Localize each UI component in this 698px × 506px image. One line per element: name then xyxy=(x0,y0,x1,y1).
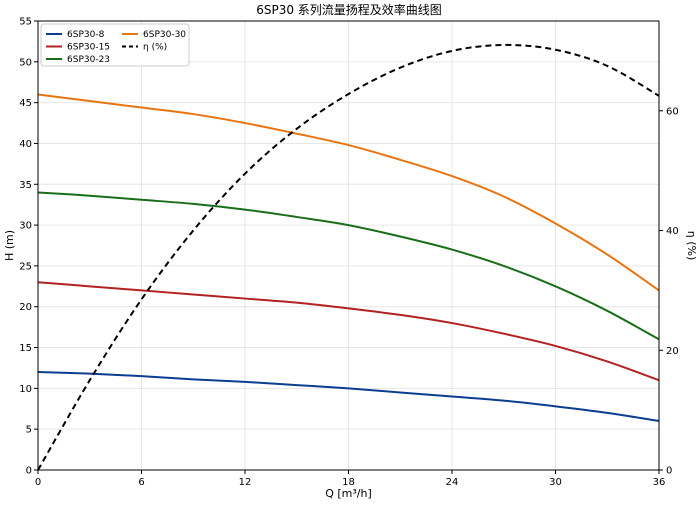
y2-tick-label: 0 xyxy=(666,466,672,477)
x-tick-label: 0 xyxy=(35,477,41,488)
grid xyxy=(37,20,660,471)
legend-label: 6SP30-30 xyxy=(143,30,186,40)
chart-title: 6SP30 系列流量扬程及效率曲线图 xyxy=(256,2,442,17)
y2-axis-title: η (%) xyxy=(685,231,698,261)
legend-label: 6SP30-23 xyxy=(67,55,110,65)
y-tick-label: 5 xyxy=(26,425,32,436)
y-tick-label: 55 xyxy=(19,17,32,28)
x-tick-label: 36 xyxy=(653,477,666,488)
x-tick-label: 6 xyxy=(138,477,144,488)
y-tick-label: 40 xyxy=(19,139,32,150)
y2-tick-label: 20 xyxy=(666,346,679,357)
legend-label: 6SP30-15 xyxy=(67,43,110,53)
legend-label: 6SP30-8 xyxy=(67,30,105,40)
legend-label: η (%) xyxy=(143,43,167,53)
x-axis-title: Q [m³/h] xyxy=(325,487,372,500)
x-tick-label: 18 xyxy=(342,477,355,488)
y-tick-label: 20 xyxy=(19,302,32,313)
y-tick-label: 45 xyxy=(19,98,32,109)
x-tick-label: 30 xyxy=(549,477,562,488)
y-tick-label: 10 xyxy=(19,384,32,395)
y-axis-title: H (m) xyxy=(3,230,16,261)
y2-tick-label: 60 xyxy=(666,106,679,117)
series-line xyxy=(37,371,660,423)
y-tick-label: 35 xyxy=(19,180,32,191)
y-tick-label: 0 xyxy=(26,466,32,477)
series-layer xyxy=(37,43,660,471)
y-tick-label: 30 xyxy=(19,221,32,232)
legend-box xyxy=(40,23,190,67)
axes: 0 6 12 18 24 30 360510152025303540455055020406… xyxy=(19,17,678,489)
y2-tick-label: 40 xyxy=(666,226,679,237)
y-tick-label: 50 xyxy=(19,57,32,68)
x-tick-label: 12 xyxy=(239,477,252,488)
series-line xyxy=(37,93,660,292)
legend: 6SP30-8 6SP30-15 6SP30-23 6SP30-30 η (%) xyxy=(40,23,190,67)
series-line xyxy=(37,281,660,382)
x-tick-label: 24 xyxy=(446,477,459,488)
y-tick-label: 25 xyxy=(19,261,32,272)
series-line xyxy=(37,191,660,341)
y-tick-label: 15 xyxy=(19,343,32,354)
